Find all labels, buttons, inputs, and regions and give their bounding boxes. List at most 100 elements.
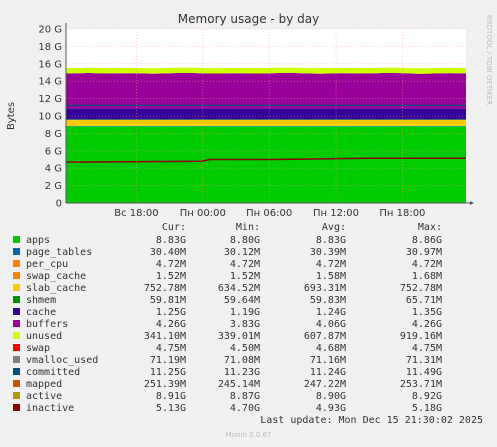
legend-cur-shmem: 59.81M [150,295,186,306]
legend-cur-vmalloc_used: 71.19M [150,355,186,366]
legend-max-active: 8.92G [412,391,442,402]
legend-column-header: Cur: [162,222,186,233]
legend-avg-page_tables: 30.39M [310,247,346,258]
area-buffers [66,73,466,109]
legend-swatch-unused [13,332,20,339]
legend-swatch-swap [13,344,20,351]
legend-avg-buffers: 4.06G [316,319,346,330]
legend-max-vmalloc_used: 71.31M [406,355,442,366]
legend-column-header: Min: [236,222,260,233]
y-tick-label: 4 G [45,164,62,175]
legend-min-cache: 1.19G [230,307,260,318]
x-tick-label: Пн 18:00 [379,208,425,219]
legend-name-vmalloc_used: vmalloc_used [26,355,98,366]
legend-avg-active: 8.90G [316,391,346,402]
legend-min-unused: 339.01M [218,331,260,342]
legend-avg-slab_cache: 693.31M [304,283,346,294]
legend-max-page_tables: 30.97M [406,247,442,258]
legend-swatch-committed [13,368,20,375]
legend-min-inactive: 4.70G [230,403,260,414]
legend-swatch-swap_cache [13,272,20,279]
legend-cur-unused: 341.10M [144,331,186,342]
legend-swatch-apps [13,236,20,243]
last-update: Last update: Mon Dec 15 21:30:02 2025 [260,415,483,426]
legend-min-vmalloc_used: 71.08M [224,355,260,366]
x-axis-arrow [470,201,474,205]
rrdtool-side-label: RRDTOOL / TOBI OETIKER [485,15,493,105]
legend-avg-apps: 8.83G [316,235,346,246]
legend-column-header: Max: [418,222,442,233]
x-tick-label: Пн 00:00 [180,208,226,219]
legend-name-per_cpu: per_cpu [26,259,68,270]
legend-max-slab_cache: 752.78M [400,283,442,294]
legend-min-active: 8.87G [230,391,260,402]
legend-swatch-active [13,392,20,399]
legend-min-page_tables: 30.12M [224,247,260,258]
legend-name-cache: cache [26,307,56,318]
y-tick-label: 8 G [45,129,62,140]
y-tick-label: 6 G [45,146,62,157]
legend-name-swap_cache: swap_cache [26,271,86,282]
legend-min-shmem: 59.64M [224,295,260,306]
legend-name-unused: unused [26,331,62,342]
legend-cur-per_cpu: 4.72M [156,259,186,270]
y-tick-label: 12 G [38,94,62,105]
area-shmem [66,119,466,120]
y-tick-label: 18 G [38,42,62,53]
legend-swatch-inactive [13,404,20,411]
y-tick-label: 10 G [38,112,62,123]
legend-min-committed: 11.23G [224,367,260,378]
legend-swatch-page_tables [13,248,20,255]
area-unused [66,68,466,74]
legend-swatch-cache [13,308,20,315]
x-tick-label: Пн 06:00 [246,208,292,219]
legend-avg-mapped: 247.22M [304,379,346,390]
legend-avg-committed: 11.24G [310,367,346,378]
legend-cur-cache: 1.25G [156,307,186,318]
legend-max-committed: 11.49G [406,367,442,378]
legend-avg-swap: 4.68M [316,343,346,354]
area-slab_cache [66,120,466,126]
legend-name-committed: committed [26,367,80,378]
legend-cur-page_tables: 30.40M [150,247,186,258]
legend-cur-swap_cache: 1.52M [156,271,186,282]
y-tick-label: 2 G [45,181,62,192]
legend-cur-swap: 4.75M [156,343,186,354]
legend-avg-cache: 1.24G [316,307,346,318]
legend-cur-slab_cache: 752.78M [144,283,186,294]
legend-swatch-shmem [13,296,20,303]
legend-cur-active: 8.91G [156,391,186,402]
legend-min-mapped: 245.14M [218,379,260,390]
legend-swatch-mapped [13,380,20,387]
y-axis-label: Bytes [6,102,17,130]
y-tick-label: 20 G [38,25,62,36]
legend-name-page_tables: page_tables [26,247,92,258]
legend-name-slab_cache: slab_cache [26,283,86,294]
legend-cur-committed: 11.25G [150,367,186,378]
legend-min-buffers: 3.83G [230,319,260,330]
y-tick-label: 0 [56,199,62,210]
legend-avg-swap_cache: 1.58M [316,271,346,282]
legend-max-inactive: 5.18G [412,403,442,414]
legend-avg-per_cpu: 4.72M [316,259,346,270]
x-tick-label: Пн 12:00 [313,208,359,219]
legend-name-active: active [26,391,62,402]
legend-min-swap: 4.50M [230,343,260,354]
legend-swatch-slab_cache [13,284,20,291]
legend-max-buffers: 4.26G [412,319,442,330]
legend-name-inactive: inactive [26,403,74,414]
legend-name-swap: swap [26,343,50,354]
x-tick-label: Вс 18:00 [114,208,158,219]
legend-swatch-per_cpu [13,260,20,267]
legend-min-swap_cache: 1.52M [230,271,260,282]
legend-min-slab_cache: 634.52M [218,283,260,294]
legend-min-per_cpu: 4.72M [230,259,260,270]
legend-max-shmem: 65.71M [406,295,442,306]
legend-column-header: Avg: [322,222,346,233]
legend-avg-unused: 607.87M [304,331,346,342]
legend-swatch-buffers [13,320,20,327]
legend-avg-vmalloc_used: 71.16M [310,355,346,366]
legend-max-swap: 4.75M [412,343,442,354]
